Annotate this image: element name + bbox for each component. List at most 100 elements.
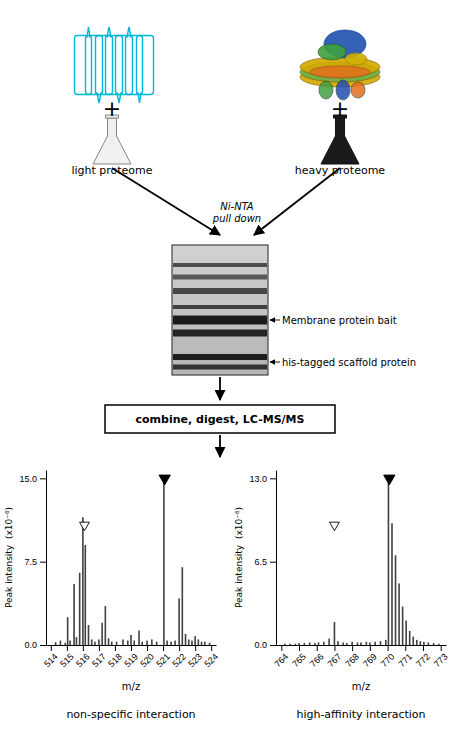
arrow bbox=[270, 362, 280, 363]
helix bbox=[137, 36, 154, 95]
nanodisc-part bbox=[345, 53, 367, 65]
bar bbox=[209, 643, 211, 645]
annotation: light proteome bbox=[71, 164, 152, 177]
bar bbox=[427, 642, 429, 645]
tick: 521 bbox=[154, 645, 172, 669]
bar bbox=[73, 584, 75, 645]
tick: 522 bbox=[170, 645, 188, 669]
tick-mark bbox=[299, 645, 300, 651]
bar bbox=[369, 642, 371, 645]
figure: ++light proteomeheavy proteomeNi-NTApull… bbox=[0, 0, 474, 740]
bar bbox=[374, 642, 376, 645]
bar bbox=[334, 622, 336, 645]
arrow bbox=[270, 320, 280, 321]
bar bbox=[60, 641, 62, 645]
bar bbox=[323, 642, 325, 645]
tick: 524 bbox=[202, 645, 220, 669]
flask bbox=[321, 115, 359, 164]
tick-label: 518 bbox=[106, 651, 124, 669]
tick: 15.0 bbox=[19, 474, 46, 484]
bar bbox=[82, 517, 84, 645]
bar bbox=[295, 644, 297, 645]
tm-protein bbox=[75, 27, 154, 103]
gel-band bbox=[173, 330, 267, 337]
tick-mark bbox=[441, 645, 442, 651]
tick-label: 768 bbox=[343, 651, 361, 669]
bar bbox=[391, 523, 393, 645]
tick: 515 bbox=[58, 645, 76, 669]
tick-label: 767 bbox=[326, 651, 344, 669]
bar bbox=[328, 639, 330, 645]
tick-mark bbox=[163, 645, 164, 651]
bar bbox=[304, 643, 306, 645]
bar bbox=[380, 641, 382, 645]
bar bbox=[79, 573, 81, 645]
bar bbox=[398, 583, 400, 645]
bar bbox=[405, 621, 407, 645]
tick-mark bbox=[281, 645, 282, 651]
tick: 6.5 bbox=[254, 557, 276, 567]
tick: 514 bbox=[42, 645, 60, 669]
tick: 518 bbox=[106, 645, 124, 669]
bar bbox=[98, 639, 100, 645]
tick-label: 524 bbox=[202, 651, 220, 669]
bar bbox=[111, 642, 113, 645]
tick-mark bbox=[40, 645, 46, 646]
tick: 520 bbox=[138, 645, 156, 669]
bar bbox=[101, 623, 103, 645]
tick-mark bbox=[270, 562, 276, 563]
tick: 13.0 bbox=[249, 474, 276, 484]
tick-label: 521 bbox=[154, 651, 172, 669]
bar bbox=[351, 642, 353, 645]
bar bbox=[309, 642, 311, 645]
bar bbox=[156, 642, 158, 645]
tick: 516 bbox=[74, 645, 92, 669]
tick-label: 13.0 bbox=[249, 474, 267, 484]
loop bbox=[138, 93, 141, 103]
bar bbox=[64, 643, 66, 645]
tick-label: 764 bbox=[273, 651, 291, 669]
process-box bbox=[105, 405, 335, 433]
bar bbox=[178, 598, 180, 645]
tick-label: 523 bbox=[186, 651, 204, 669]
bar bbox=[433, 643, 435, 645]
bar bbox=[133, 641, 135, 645]
nanodisc-part bbox=[318, 44, 346, 60]
tick-mark bbox=[211, 645, 212, 651]
tick-mark bbox=[40, 562, 46, 563]
bar bbox=[67, 617, 69, 645]
gel-band bbox=[173, 275, 267, 280]
bar bbox=[318, 642, 320, 645]
annotation: + bbox=[331, 96, 349, 121]
ms-chart: 7647657667677687697707717727730.06.513.0… bbox=[234, 471, 450, 722]
bar bbox=[438, 644, 440, 645]
bar bbox=[141, 642, 143, 645]
tick-label: 520 bbox=[138, 651, 156, 669]
y-axis: 0.06.513.0 bbox=[249, 471, 276, 651]
bar bbox=[385, 640, 387, 645]
bar bbox=[76, 637, 78, 645]
bar bbox=[130, 635, 132, 645]
bar bbox=[88, 625, 90, 645]
gel-band bbox=[173, 263, 267, 267]
tick-mark bbox=[179, 645, 180, 651]
tick-mark bbox=[147, 645, 148, 651]
bar bbox=[412, 637, 414, 645]
tick-mark bbox=[270, 645, 276, 646]
tick-mark bbox=[370, 645, 371, 651]
tick-mark bbox=[317, 645, 318, 651]
x-axis: 514515516517518519520521522523524 bbox=[42, 645, 220, 669]
plot-area bbox=[284, 481, 440, 645]
tick-mark bbox=[195, 645, 196, 651]
tick-mark bbox=[405, 645, 406, 651]
tick-label: 772 bbox=[414, 651, 432, 669]
annotations: ++light proteomeheavy proteomeNi-NTApull… bbox=[71, 96, 416, 426]
bar bbox=[346, 643, 348, 645]
x-axis-title: m/z bbox=[352, 681, 370, 692]
flask bbox=[93, 115, 131, 164]
open-triangle bbox=[80, 522, 90, 531]
ms-chart: 5145155165175185195205215225235240.07.51… bbox=[4, 471, 220, 722]
bar bbox=[84, 545, 86, 645]
annotation: Membrane protein bait bbox=[282, 315, 397, 326]
tick: 517 bbox=[90, 645, 108, 669]
